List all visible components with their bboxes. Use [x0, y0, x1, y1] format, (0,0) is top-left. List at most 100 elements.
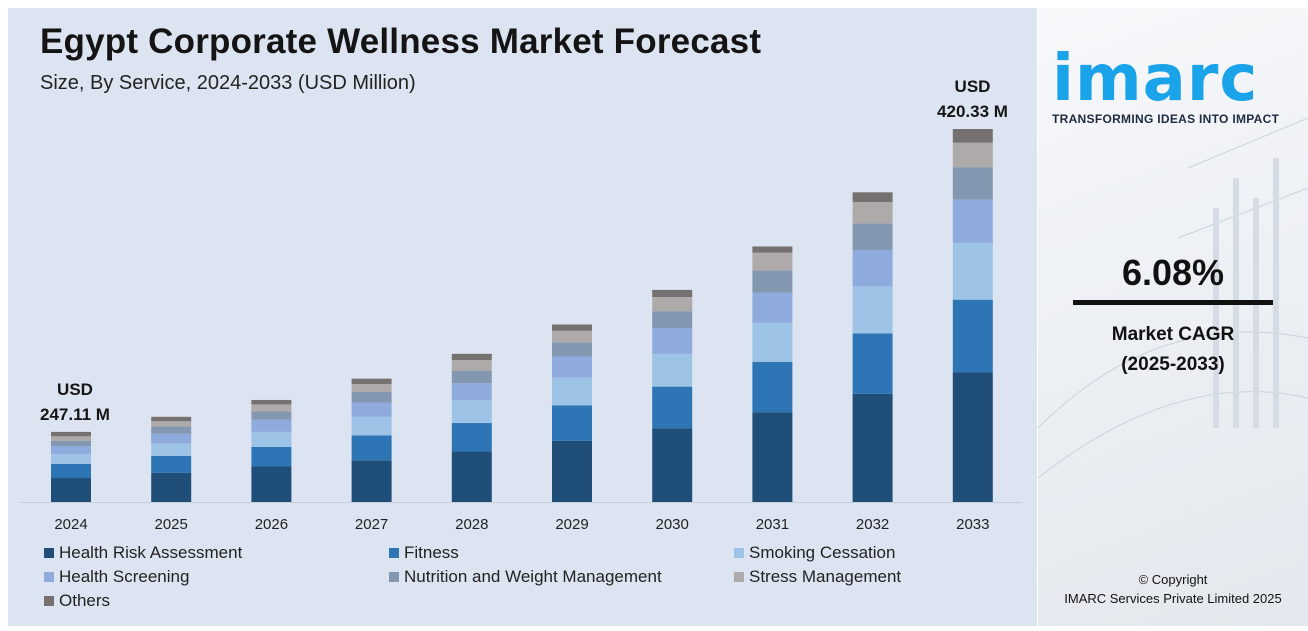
bar-segment-2028-6	[451, 353, 492, 361]
bar-segment-2030-4	[652, 311, 693, 329]
x-tick-label-2033: 2033	[956, 516, 989, 533]
bar-segment-2027-1	[351, 435, 392, 461]
side-panel	[1038, 8, 1308, 626]
x-tick-label-2024: 2024	[54, 516, 87, 533]
legend-item: Smoking Cessation	[734, 543, 895, 563]
legend-item: Stress Management	[734, 567, 901, 587]
start-value-currency: USD	[57, 380, 93, 399]
bar-segment-2033-2	[952, 242, 993, 300]
bar-segment-2027-4	[351, 391, 392, 403]
bar-segment-2028-0	[451, 451, 492, 502]
bar-segment-2026-5	[251, 404, 292, 412]
bar-segment-2032-3	[852, 249, 893, 287]
legend-label: Health Risk Assessment	[59, 543, 243, 562]
bar-segment-2028-2	[451, 399, 492, 424]
bar-segment-2033-0	[952, 372, 993, 502]
bar-segment-2033-6	[952, 129, 993, 143]
bar-segment-2027-6	[351, 378, 392, 384]
legend-label: Smoking Cessation	[749, 543, 896, 562]
bar-segment-2026-2	[251, 431, 292, 447]
bar-segment-2024-2	[51, 454, 91, 464]
bar-segment-2025-6	[151, 416, 192, 422]
bar-segment-2030-6	[652, 289, 693, 298]
bar-segment-2031-6	[752, 246, 793, 253]
legend-swatch	[44, 548, 54, 558]
bar-segment-2033-4	[952, 167, 993, 200]
bar-segment-2026-4	[251, 411, 292, 420]
bar-segment-2033-5	[952, 142, 993, 168]
bar-segment-2025-1	[151, 455, 192, 473]
chart-title: Egypt Corporate Wellness Market Forecast	[40, 22, 762, 61]
legend-label: Others	[59, 591, 111, 610]
legend-item: Others	[44, 591, 110, 611]
bar-segment-2028-3	[451, 383, 492, 400]
copyright-company: IMARC Services Private Limited 2025	[1064, 591, 1282, 606]
legend-label: Stress Management	[749, 567, 902, 586]
logo-wordmark: imarc	[1052, 42, 1259, 116]
bar-segment-2024-6	[51, 431, 91, 437]
bar-segment-2027-5	[351, 383, 392, 392]
bar-segment-2025-2	[151, 443, 192, 456]
bar-segment-2030-5	[652, 297, 693, 312]
bar-segment-2026-1	[251, 446, 292, 467]
bar-segment-2027-0	[351, 460, 392, 502]
bar-segment-2031-5	[752, 252, 793, 271]
x-tick-label-2032: 2032	[856, 516, 889, 533]
end-value-amount: 420.33 M	[937, 102, 1008, 121]
bar-segment-2031-1	[752, 361, 793, 413]
bar-segment-2030-2	[652, 353, 693, 387]
bar-segment-2026-0	[251, 466, 292, 502]
chart-legend: Health Risk Assessment Fitness Smoking Ces…	[44, 543, 944, 618]
cagr-divider	[1073, 300, 1273, 305]
imarc-logo: imarc TRANSFORMING IDEAS INTO IMPACT	[1052, 42, 1297, 126]
bar-segment-2029-0	[552, 440, 592, 502]
bar-segment-2024-5	[51, 436, 91, 441]
legend-swatch	[389, 548, 399, 558]
stacked-bar-chart: 2024 2025 2026 2027 2028 2029 2030 2031 2032 2033	[20, 129, 1022, 533]
bar-segment-2025-4	[151, 426, 192, 434]
bar-segment-2032-2	[852, 286, 893, 334]
bar-segment-2029-2	[552, 377, 592, 406]
copyright-notice: © Copyright IMARC Services Private Limit…	[1045, 570, 1301, 608]
start-value-amount: 247.11 M	[40, 405, 110, 424]
bar-segment-2026-6	[251, 399, 292, 405]
legend-swatch	[44, 572, 54, 582]
bar-segment-2031-2	[752, 322, 793, 362]
bar-segment-2028-1	[451, 423, 492, 452]
bar-segment-2030-1	[652, 386, 693, 429]
bar-segment-2028-4	[451, 370, 492, 384]
bar-segment-2027-3	[351, 402, 392, 417]
bar-segment-2029-6	[552, 324, 592, 331]
bar-segment-2029-3	[552, 356, 592, 378]
bar-segment-2033-1	[952, 299, 993, 373]
bar-segment-2032-1	[852, 333, 893, 394]
x-tick-label-2031: 2031	[756, 516, 789, 533]
legend-swatch	[44, 596, 54, 606]
x-tick-label-2028: 2028	[455, 516, 488, 533]
bar-segment-2024-4	[51, 440, 91, 447]
end-value-annotation: USD 420.33 M	[925, 74, 1020, 124]
cagr-value: 6.08%	[1121, 252, 1225, 293]
legend-swatch	[389, 572, 399, 582]
bar-segment-2025-5	[151, 421, 192, 427]
bar-segment-2032-0	[852, 393, 893, 502]
bar-segment-2026-3	[251, 419, 292, 432]
x-tick-label-2025: 2025	[155, 516, 188, 533]
bar-segment-2030-0	[652, 428, 693, 502]
legend-swatch	[734, 548, 744, 558]
x-tick-label-2030: 2030	[656, 516, 689, 533]
legend-label: Fitness	[404, 543, 459, 562]
bar-segment-2030-3	[652, 328, 693, 354]
bar-segment-2025-3	[151, 433, 192, 444]
bar-segment-2032-6	[852, 192, 893, 203]
cagr-label-block: Market CAGR (2025-2033)	[1073, 320, 1273, 380]
copyright-line: © Copyright	[1138, 572, 1208, 587]
bar-segment-2027-2	[351, 416, 392, 436]
cagr-period: (2025-2033)	[1121, 354, 1225, 375]
legend-item: Fitness	[389, 543, 459, 563]
bar-segment-2025-0	[151, 472, 192, 502]
bar-segment-2033-3	[952, 199, 993, 243]
bar-segment-2032-5	[852, 202, 893, 224]
bar-segment-2029-4	[552, 342, 592, 357]
